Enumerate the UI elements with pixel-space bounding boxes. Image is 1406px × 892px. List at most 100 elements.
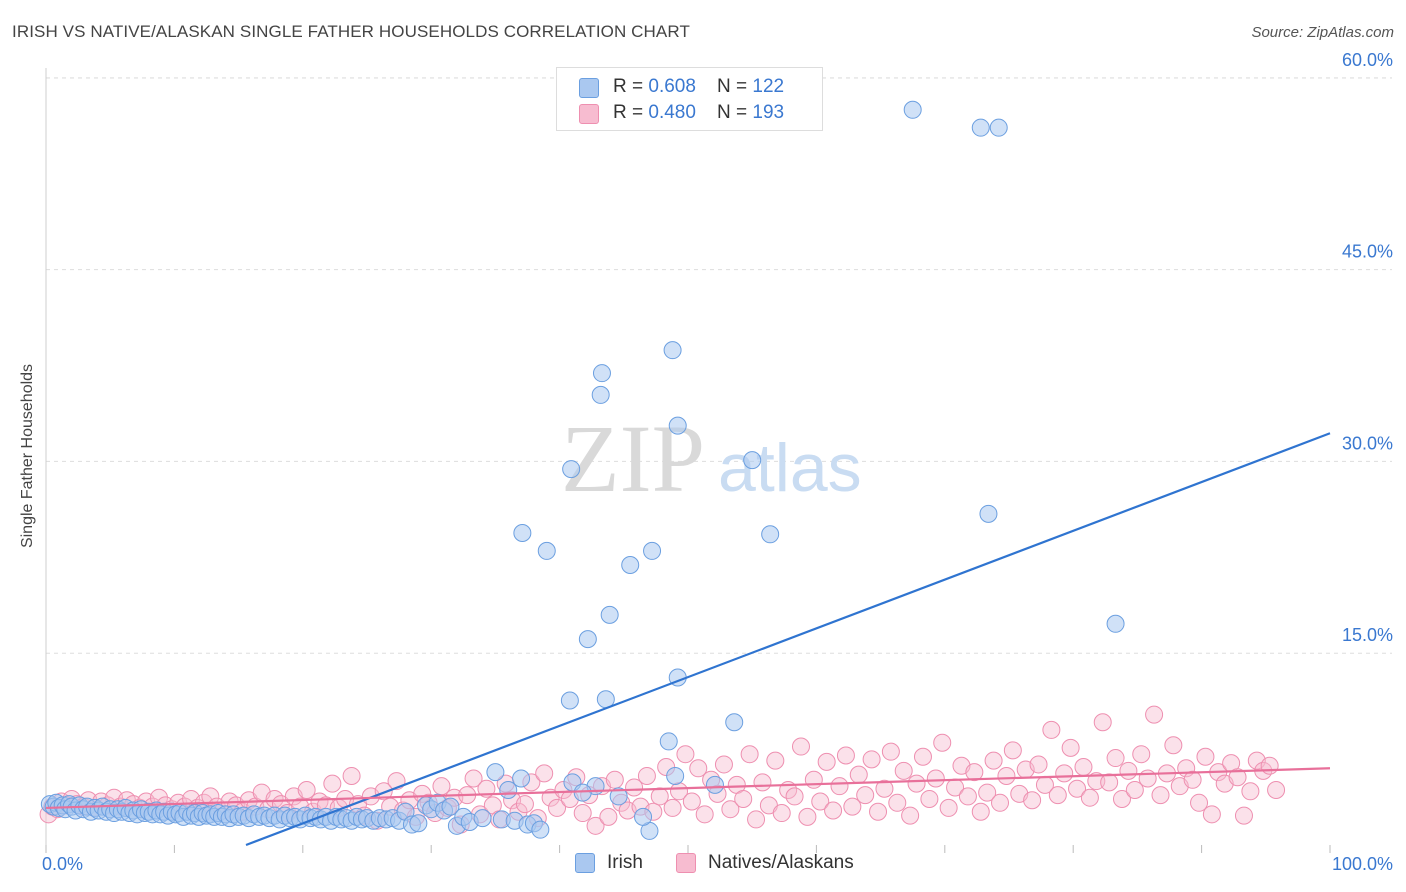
irish-point xyxy=(441,797,460,816)
legend-r-value: 0.480 xyxy=(648,102,696,123)
natives-point xyxy=(811,792,830,811)
natives-point xyxy=(1003,741,1022,760)
irish-point xyxy=(512,769,531,788)
natives-point xyxy=(586,816,605,835)
natives-point xyxy=(817,752,836,771)
irish-point xyxy=(979,504,998,523)
irish-point xyxy=(600,605,619,624)
irish-point xyxy=(513,524,532,543)
natives-point xyxy=(625,778,644,797)
natives-point xyxy=(1119,761,1138,780)
natives-point xyxy=(477,779,496,798)
natives-point xyxy=(830,777,849,796)
natives-point xyxy=(875,779,894,798)
natives-point xyxy=(920,789,939,808)
natives-point xyxy=(965,763,984,782)
irish-point xyxy=(578,630,597,649)
chart-title: IRISH VS NATIVE/ALASKAN SINGLE FATHER HO… xyxy=(12,22,690,41)
natives-point xyxy=(689,759,708,778)
natives-point xyxy=(894,761,913,780)
legend-r-label: R = xyxy=(613,76,649,97)
irish-point xyxy=(560,691,579,710)
irish-point xyxy=(743,451,762,470)
natives-point xyxy=(1260,756,1279,775)
natives-point xyxy=(714,755,733,774)
natives-point xyxy=(740,745,759,764)
irish-point xyxy=(473,809,492,828)
natives-point xyxy=(201,787,220,806)
axes xyxy=(45,68,1331,853)
natives-point xyxy=(1190,793,1209,812)
legend-n-label: N = xyxy=(717,102,753,123)
natives-point xyxy=(901,806,920,825)
natives-point xyxy=(695,805,714,824)
natives-point xyxy=(573,804,592,823)
legend-r-label: R = xyxy=(613,102,649,123)
natives-point xyxy=(535,764,554,783)
natives-point xyxy=(676,745,695,764)
natives-point xyxy=(637,766,656,785)
y-tick-label: 45.0% xyxy=(1342,242,1393,262)
natives-point xyxy=(1267,781,1286,800)
natives-swatch xyxy=(676,853,696,873)
legend-text-irish: R = 0.608 N = 122 xyxy=(613,76,784,98)
natives-point xyxy=(791,737,810,756)
irish-swatch xyxy=(579,78,599,98)
natives-point xyxy=(1074,758,1093,777)
natives-point xyxy=(1234,806,1253,825)
irish-point xyxy=(666,766,685,785)
irish-point xyxy=(634,807,653,826)
natives-point xyxy=(721,800,740,819)
natives-point xyxy=(297,781,316,800)
irish-point xyxy=(486,763,505,782)
irish-trend-line xyxy=(245,432,1331,847)
natives-point xyxy=(978,783,997,802)
natives-point xyxy=(913,747,932,766)
natives-point xyxy=(766,751,785,770)
natives-point xyxy=(869,802,888,821)
legend-n-label: N = xyxy=(717,76,753,97)
natives-point xyxy=(342,766,361,785)
natives-point xyxy=(663,798,682,817)
trend-lines xyxy=(45,432,1331,847)
natives-point xyxy=(798,807,817,826)
natives-point xyxy=(515,795,534,814)
natives-point xyxy=(888,793,907,812)
legend: R = 0.608 N = 122 R = 0.480 N = 193 xyxy=(556,67,823,131)
natives-point xyxy=(804,770,823,789)
natives-point xyxy=(836,746,855,765)
natives-point xyxy=(1055,764,1074,783)
legend-r-value: 0.608 xyxy=(648,76,696,97)
bottom-legend-natives-label: Natives/Alaskans xyxy=(708,852,854,873)
irish-point xyxy=(1106,614,1125,633)
legend-n-value: 122 xyxy=(752,76,785,97)
natives-point xyxy=(862,750,881,769)
natives-point xyxy=(605,770,624,789)
natives-point xyxy=(997,766,1016,785)
tick-labels: 15.0% 30.0% 45.0% 60.0% 0.0% 100.0% xyxy=(42,50,1393,874)
irish-point xyxy=(591,385,610,404)
natives-point xyxy=(734,789,753,808)
irish-point xyxy=(903,100,922,119)
natives-point xyxy=(824,801,843,820)
irish-point xyxy=(592,364,611,383)
natives-point xyxy=(1023,791,1042,810)
natives-point xyxy=(926,769,945,788)
x-tick-label: 0.0% xyxy=(42,854,83,874)
irish-point xyxy=(562,460,581,479)
natives-point xyxy=(1164,736,1183,755)
legend-n-value: 193 xyxy=(752,102,785,123)
irish-point xyxy=(409,814,428,833)
natives-point xyxy=(1068,779,1087,798)
natives-point xyxy=(1145,705,1164,724)
natives-trend-line xyxy=(45,767,1331,810)
natives-point xyxy=(991,793,1010,812)
natives-point xyxy=(984,751,1003,770)
irish-point xyxy=(989,118,1008,137)
natives-point xyxy=(1106,749,1125,768)
natives-point xyxy=(933,733,952,752)
natives-point xyxy=(907,774,926,793)
natives-point xyxy=(971,802,990,821)
natives-point xyxy=(548,798,567,817)
irish-point xyxy=(659,732,678,751)
